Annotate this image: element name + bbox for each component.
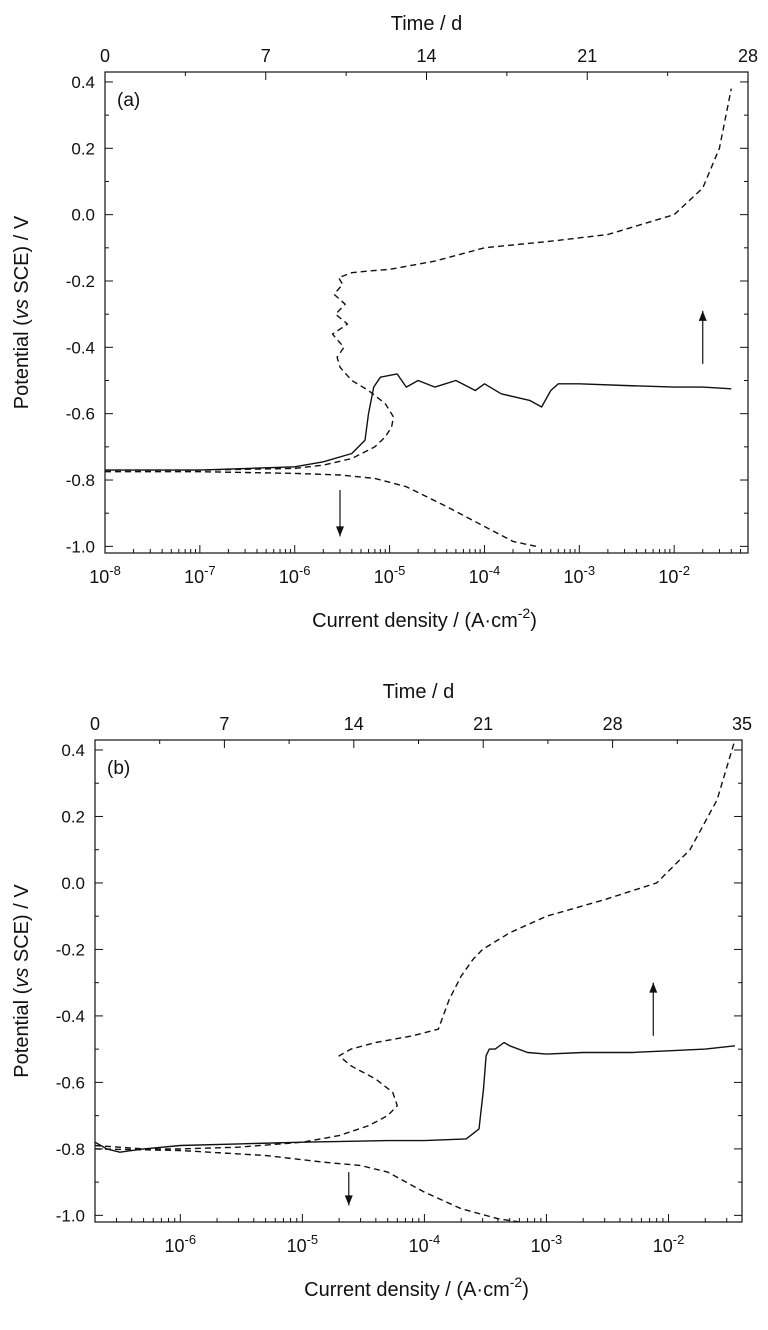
x-tick-label: 10-7 [184,563,216,587]
arrow-head-up [649,982,658,993]
y-tick-label: 0.2 [71,139,95,158]
top-tick-label: 7 [261,46,271,66]
x-tick-exponent: -3 [551,1232,563,1247]
y-tick-label: -0.8 [66,471,95,490]
x-tick-label: 10-5 [374,563,406,587]
y-axis-title-post: SCE) / V [11,215,33,299]
x-axis-title-exponent: -2 [518,605,531,621]
solid-curve-0 [95,1041,735,1153]
x-tick-label: 10-2 [658,563,690,587]
x-tick-base: 10 [279,567,299,587]
y-tick-label: -0.6 [66,405,95,424]
y-axis-title: Potential (vs SCE) / V [11,215,33,409]
y-tick-label: -0.2 [66,272,95,291]
x-tick-label: 10-8 [89,563,121,587]
y-tick-label: -1.0 [56,1206,85,1225]
top-tick-label: 21 [473,714,493,734]
x-axis-title-exponent: -2 [510,1274,523,1290]
y-tick-label: -0.8 [56,1140,85,1159]
arrow-head-down [335,526,344,537]
x-axis-title-base: Current density / (A·cm [312,610,518,632]
x-tick-base: 10 [564,567,584,587]
y-axis-title-post: SCE) / V [11,884,33,968]
x-tick-exponent: -5 [394,563,406,578]
top-tick-label: 0 [90,714,100,734]
y-tick-label: 0.0 [71,206,95,225]
top-tick-label: 21 [577,46,597,66]
arrow-head-up [698,310,707,321]
x-tick-exponent: -2 [678,563,690,578]
panel-label: (b) [107,758,130,779]
x-tick-label: 10-3 [531,1232,563,1256]
y-axis-title-vs: vs [11,299,33,319]
x-tick-base: 10 [89,567,109,587]
x-tick-exponent: -4 [429,1232,441,1247]
x-axis-title: Current density / (A·cm-2) [304,1274,529,1301]
solid-curve-0 [105,373,732,471]
panel-b: 10-6 10-5 10-4 10-3 10-2-1.0-0.8-0.6-0.4-0.2… [11,681,752,1301]
panel-a: 10-8 10-7 10-6 10-5 10-4 10-3 10-2-1.0-0.8-0.6… [11,13,758,632]
x-tick-label: 10-3 [564,563,596,587]
x-tick-exponent: -3 [584,563,596,578]
x-tick-label: 10-2 [653,1232,685,1256]
top-axis-title: Time / d [383,681,455,703]
x-tick-exponent: -5 [307,1232,319,1247]
y-tick-label: 0.2 [61,807,85,826]
x-axis-title-close: ) [522,1279,529,1301]
x-tick-exponent: -8 [109,563,121,578]
y-tick-label: -0.4 [56,1007,85,1026]
x-tick-base: 10 [469,567,489,587]
x-tick-base: 10 [374,567,394,587]
y-axis-title-vs: vs [11,968,33,988]
top-tick-label: 35 [732,714,752,734]
x-tick-base: 10 [658,567,678,587]
y-axis-title-pre: Potential ( [11,987,33,1077]
x-tick-exponent: -4 [489,563,501,578]
x-axis-title-close: ) [530,610,537,632]
arrow-head-down [344,1195,353,1206]
x-tick-label: 10-6 [279,563,311,587]
y-tick-label: -0.4 [66,338,95,357]
top-tick-label: 0 [100,46,110,66]
x-tick-base: 10 [184,567,204,587]
x-tick-base: 10 [165,1236,185,1256]
top-tick-label: 14 [344,714,364,734]
x-axis-title: Current density / (A·cm-2) [312,605,537,632]
x-tick-label: 10-5 [287,1232,319,1256]
top-tick-label: 28 [738,46,758,66]
dashed-curve-1 [105,88,732,471]
x-tick-label: 10-4 [469,563,501,587]
panel-label: (a) [117,90,140,111]
x-tick-label: 10-6 [165,1232,197,1256]
y-tick-label: -0.6 [56,1073,85,1092]
dashed-curve-2 [105,471,537,548]
dashed-curve-1 [95,740,736,1150]
plot-frame [104,71,749,554]
x-tick-base: 10 [531,1236,551,1256]
y-tick-label: 0.4 [71,73,95,92]
x-tick-base: 10 [287,1236,307,1256]
top-tick-label: 14 [416,46,436,66]
x-axis-title-base: Current density / (A·cm [304,1279,510,1301]
y-tick-label: -0.2 [56,940,85,959]
dashed-curve-2 [95,1148,520,1222]
y-axis-title: Potential (vs SCE) / V [11,884,33,1078]
y-axis-title-pre: Potential ( [11,319,33,409]
x-tick-exponent: -7 [204,563,216,578]
top-axis-title: Time / d [391,13,463,35]
x-tick-base: 10 [409,1236,429,1256]
x-tick-label: 10-4 [409,1232,441,1256]
y-tick-label: 0.0 [61,874,85,893]
x-tick-exponent: -2 [673,1232,685,1247]
x-tick-exponent: -6 [185,1232,197,1247]
top-tick-label: 7 [219,714,229,734]
plot-frame [94,739,743,1223]
top-tick-label: 28 [603,714,623,734]
x-tick-base: 10 [653,1236,673,1256]
y-tick-label: 0.4 [61,741,85,760]
x-tick-exponent: -6 [299,563,311,578]
y-tick-label: -1.0 [66,537,95,556]
